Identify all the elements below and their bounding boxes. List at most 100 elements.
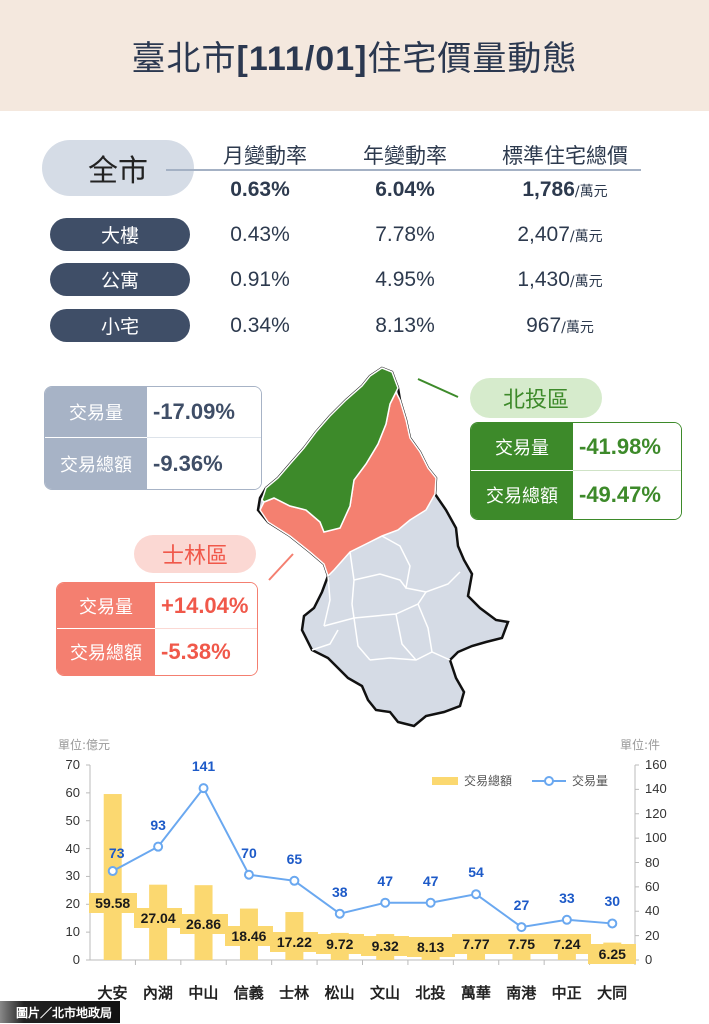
line-value-label: 47 xyxy=(422,872,439,889)
city-yearly: 6.04% xyxy=(375,178,435,201)
city-stats-box: 交易量 -17.09% 交易總額 -9.36% xyxy=(44,386,262,490)
category-label: 松山 xyxy=(324,984,355,1002)
bar-value-label: 27.04 xyxy=(134,908,183,928)
small-monthly: 0.34% xyxy=(230,314,290,337)
bar-value-label: 7.77 xyxy=(452,934,501,954)
city-amount-value: -9.36% xyxy=(147,438,261,489)
title-period: [111/01] xyxy=(236,40,368,78)
category-label: 士林 xyxy=(279,984,310,1002)
category-label: 大安 xyxy=(97,984,128,1002)
row-label-small-unit: 小宅 xyxy=(50,309,190,342)
beitou-label: 北投區 xyxy=(470,378,602,418)
shilin-amount-value: -5.38% xyxy=(155,629,257,675)
title-suffix: 住宅價量動態 xyxy=(367,39,578,79)
line-value-label: 47 xyxy=(377,872,393,889)
header-divider xyxy=(166,169,641,171)
bar-value-label: 9.72 xyxy=(315,934,364,954)
category-label: 文山 xyxy=(369,984,400,1002)
right-tick: 160 xyxy=(645,757,667,772)
left-tick: 30 xyxy=(65,868,80,884)
legend-line-label: 交易量 xyxy=(572,774,609,788)
chart-legend: 交易總額 交易量 xyxy=(432,772,608,789)
category-label: 中正 xyxy=(551,984,582,1002)
right-tick: 80 xyxy=(645,854,660,870)
line-value-label: 33 xyxy=(559,889,575,906)
beitou-stats-box: 交易量 -41.98% 交易總額 -49.47% xyxy=(470,422,682,520)
category-label: 大同 xyxy=(597,984,628,1002)
city-volume-value: -17.09% xyxy=(147,387,261,438)
right-tick: 60 xyxy=(645,878,660,894)
city-monthly: 0.63% xyxy=(230,178,290,201)
right-tick: 40 xyxy=(645,903,660,919)
right-tick: 140 xyxy=(645,781,667,797)
category-label: 內湖 xyxy=(142,984,173,1002)
line-value-label: 73 xyxy=(108,845,125,862)
category-label: 萬華 xyxy=(460,984,491,1002)
shilin-leader-line xyxy=(268,553,294,581)
bar-value-label: 59.58 xyxy=(88,893,137,913)
category-label: 中山 xyxy=(188,984,219,1002)
small-yearly: 8.13% xyxy=(375,314,435,337)
bar-value-label: 7.75 xyxy=(497,934,546,954)
bar-value-label: 6.25 xyxy=(588,944,637,964)
city-price: 1,786/萬元 xyxy=(522,178,608,201)
page-title: 臺北市[111/01]住宅價量動態 xyxy=(132,31,578,80)
left-tick: 60 xyxy=(65,784,80,800)
col-yearly: 年變動率 xyxy=(363,144,447,168)
city-amount-label: 交易總額 xyxy=(45,438,147,489)
building-yearly: 7.78% xyxy=(375,223,435,246)
row-label-building: 大樓 xyxy=(50,218,190,251)
row-label-apartment: 公寓 xyxy=(50,263,190,296)
bar-value-label: 18.46 xyxy=(224,926,273,946)
right-tick: 0 xyxy=(645,952,653,967)
beitou-volume-label: 交易量 xyxy=(471,423,573,471)
legend-bar-label: 交易總額 xyxy=(464,774,513,788)
beitou-volume-value: -41.98% xyxy=(573,423,681,471)
line-value-label: 38 xyxy=(331,883,348,900)
shilin-label: 士林區 xyxy=(134,535,256,573)
apartment-monthly: 0.91% xyxy=(230,268,290,291)
right-tick: 20 xyxy=(645,927,660,943)
bar-value-label: 9.32 xyxy=(361,936,410,956)
shilin-volume-label: 交易量 xyxy=(57,583,155,629)
left-tick: 40 xyxy=(65,840,80,856)
bar-value-label: 26.86 xyxy=(179,914,228,934)
category-label: 北投 xyxy=(415,984,446,1002)
category-label: 南港 xyxy=(506,984,537,1002)
col-monthly: 月變動率 xyxy=(223,144,307,168)
shilin-volume-value: +14.04% xyxy=(155,583,257,629)
shilin-stats-box: 交易量 +14.04% 交易總額 -5.38% xyxy=(56,582,258,676)
bar-value-label: 7.24 xyxy=(542,934,591,954)
left-tick: 0 xyxy=(72,952,80,967)
right-tick: 100 xyxy=(645,830,667,846)
line-value-label: 30 xyxy=(604,893,621,910)
building-monthly: 0.43% xyxy=(230,223,290,246)
left-tick: 10 xyxy=(65,924,80,940)
right-axis-unit: 單位:件 xyxy=(620,738,661,752)
shilin-amount-label: 交易總額 xyxy=(57,629,155,675)
category-label: 信義 xyxy=(233,984,264,1002)
line-value-label: 54 xyxy=(468,864,484,881)
col-price: 標準住宅總價 xyxy=(502,144,628,168)
beitou-amount-label: 交易總額 xyxy=(471,471,573,519)
line-value-label: 27 xyxy=(513,897,530,914)
line-value-label: 65 xyxy=(286,850,303,867)
beitou-leader-line xyxy=(417,378,459,398)
small-price: 967/萬元 xyxy=(526,314,594,337)
apartment-price: 1,430/萬元 xyxy=(517,268,603,291)
line-value-label: 141 xyxy=(191,758,216,775)
line-value-label: 70 xyxy=(241,844,257,861)
line-value-label: 93 xyxy=(150,816,166,833)
city-volume-label: 交易量 xyxy=(45,387,147,438)
title-city: 臺北市 xyxy=(131,39,237,79)
header-banner: 臺北市[111/01]住宅價量動態 xyxy=(0,0,709,111)
right-tick: 120 xyxy=(645,805,667,821)
legend-bar-swatch xyxy=(432,776,458,785)
legend-line-swatch xyxy=(532,775,567,786)
building-price: 2,407/萬元 xyxy=(517,223,603,246)
bar-value-label: 17.22 xyxy=(270,932,319,952)
apartment-yearly: 4.95% xyxy=(375,268,435,291)
beitou-amount-value: -49.47% xyxy=(573,471,681,519)
left-axis-unit: 單位:億元 xyxy=(58,738,111,752)
